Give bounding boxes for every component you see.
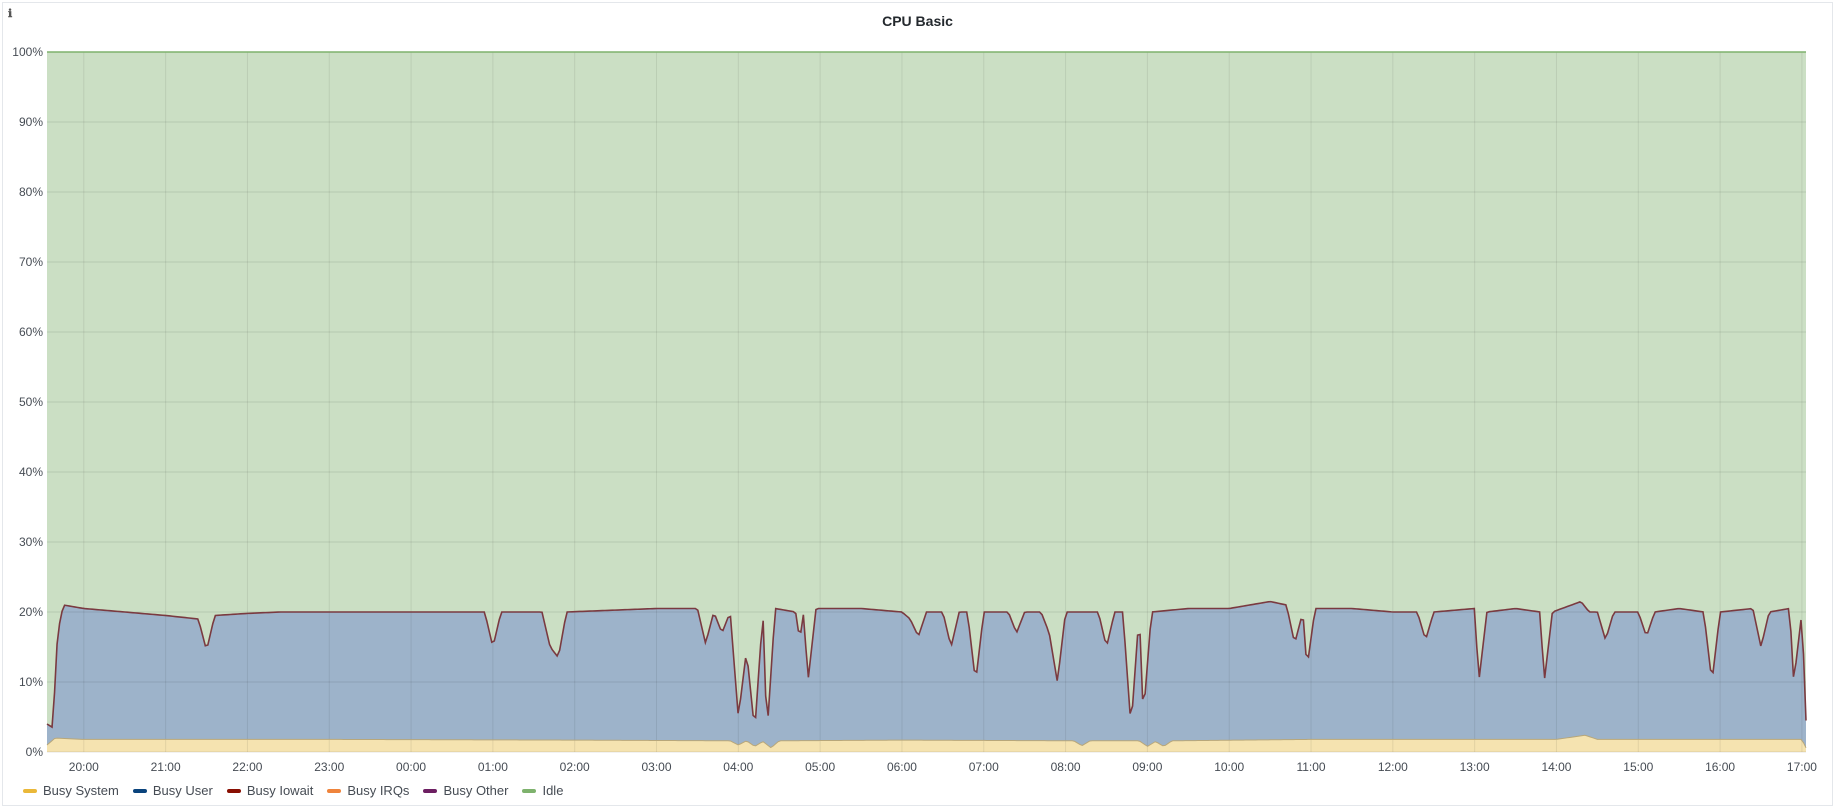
legend-item-idle[interactable]: Idle [522, 783, 563, 798]
x-tick-label: 12:00 [1378, 760, 1408, 773]
cpu-chart[interactable]: 0% 10% 20% 30% 40% 50% 60% 70% 80% 90% 100% 20:00 21… [3, 3, 1834, 773]
y-tick-label: 100% [12, 45, 43, 59]
x-tick-label: 04:00 [723, 760, 753, 773]
x-tick-label: 09:00 [1132, 760, 1162, 773]
x-tick-label: 17:00 [1787, 760, 1817, 773]
y-tick-label: 30% [19, 535, 43, 549]
x-tick-label: 23:00 [314, 760, 344, 773]
busy-system-line [46, 734, 1807, 749]
legend: Busy System Busy User Busy Iowait Busy IRQs… [23, 783, 563, 798]
y-tick-label: 80% [19, 185, 43, 199]
x-tick-label: 06:00 [887, 760, 917, 773]
x-tick-label: 13:00 [1460, 760, 1490, 773]
y-tick-label: 50% [19, 395, 43, 409]
x-tick-label: 08:00 [1051, 760, 1081, 773]
legend-label: Busy Iowait [246, 783, 314, 798]
x-tick-label: 10:00 [1214, 760, 1244, 773]
x-tick-label: 01:00 [478, 760, 508, 773]
x-tick-label: 16:00 [1705, 760, 1735, 773]
legend-swatch [23, 788, 37, 793]
panel-title[interactable]: CPU Basic [882, 13, 953, 29]
x-tick-label: 03:00 [641, 760, 671, 773]
x-tick-label: 07:00 [969, 760, 999, 773]
y-tick-label: 70% [19, 255, 43, 269]
x-tick-label: 05:00 [805, 760, 835, 773]
info-icon[interactable]: ℹ [8, 7, 13, 20]
legend-swatch [423, 788, 438, 793]
x-tick-label: 20:00 [69, 760, 99, 773]
legend-item-busy-irqs[interactable]: Busy IRQs [327, 783, 409, 798]
y-tick-label: 20% [19, 605, 43, 619]
y-tick-label: 0% [26, 745, 44, 759]
busy-user-area [47, 601, 1806, 748]
idle-area [47, 52, 1806, 728]
x-tick-label: 14:00 [1541, 760, 1571, 773]
legend-item-busy-user[interactable]: Busy User [132, 783, 213, 798]
legend-label: Idle [542, 783, 564, 798]
legend-swatch [132, 788, 147, 793]
y-tick-label: 60% [19, 325, 43, 339]
legend-item-busy-other[interactable]: Busy Other [423, 783, 508, 798]
legend-label: Busy System [43, 783, 119, 798]
x-tick-label: 11:00 [1296, 760, 1325, 773]
legend-swatch [522, 788, 537, 793]
y-tick-label: 10% [19, 675, 43, 689]
x-tick-label: 02:00 [560, 760, 590, 773]
busy-iowait-line [46, 600, 1807, 729]
y-tick-label: 40% [19, 465, 43, 479]
x-tick-label: 00:00 [396, 760, 426, 773]
x-tick-label: 21:00 [151, 760, 181, 773]
legend-item-busy-system[interactable]: Busy System [23, 783, 119, 798]
legend-label: Busy User [152, 783, 213, 798]
legend-label: Busy IRQs [347, 783, 410, 798]
x-tick-label: 22:00 [232, 760, 262, 773]
y-tick-label: 90% [19, 115, 43, 129]
legend-swatch [226, 788, 241, 793]
x-tick-label: 15:00 [1623, 760, 1653, 773]
legend-label: Busy Other [443, 783, 509, 798]
legend-swatch [327, 788, 342, 793]
legend-item-busy-iowait[interactable]: Busy Iowait [226, 783, 314, 798]
